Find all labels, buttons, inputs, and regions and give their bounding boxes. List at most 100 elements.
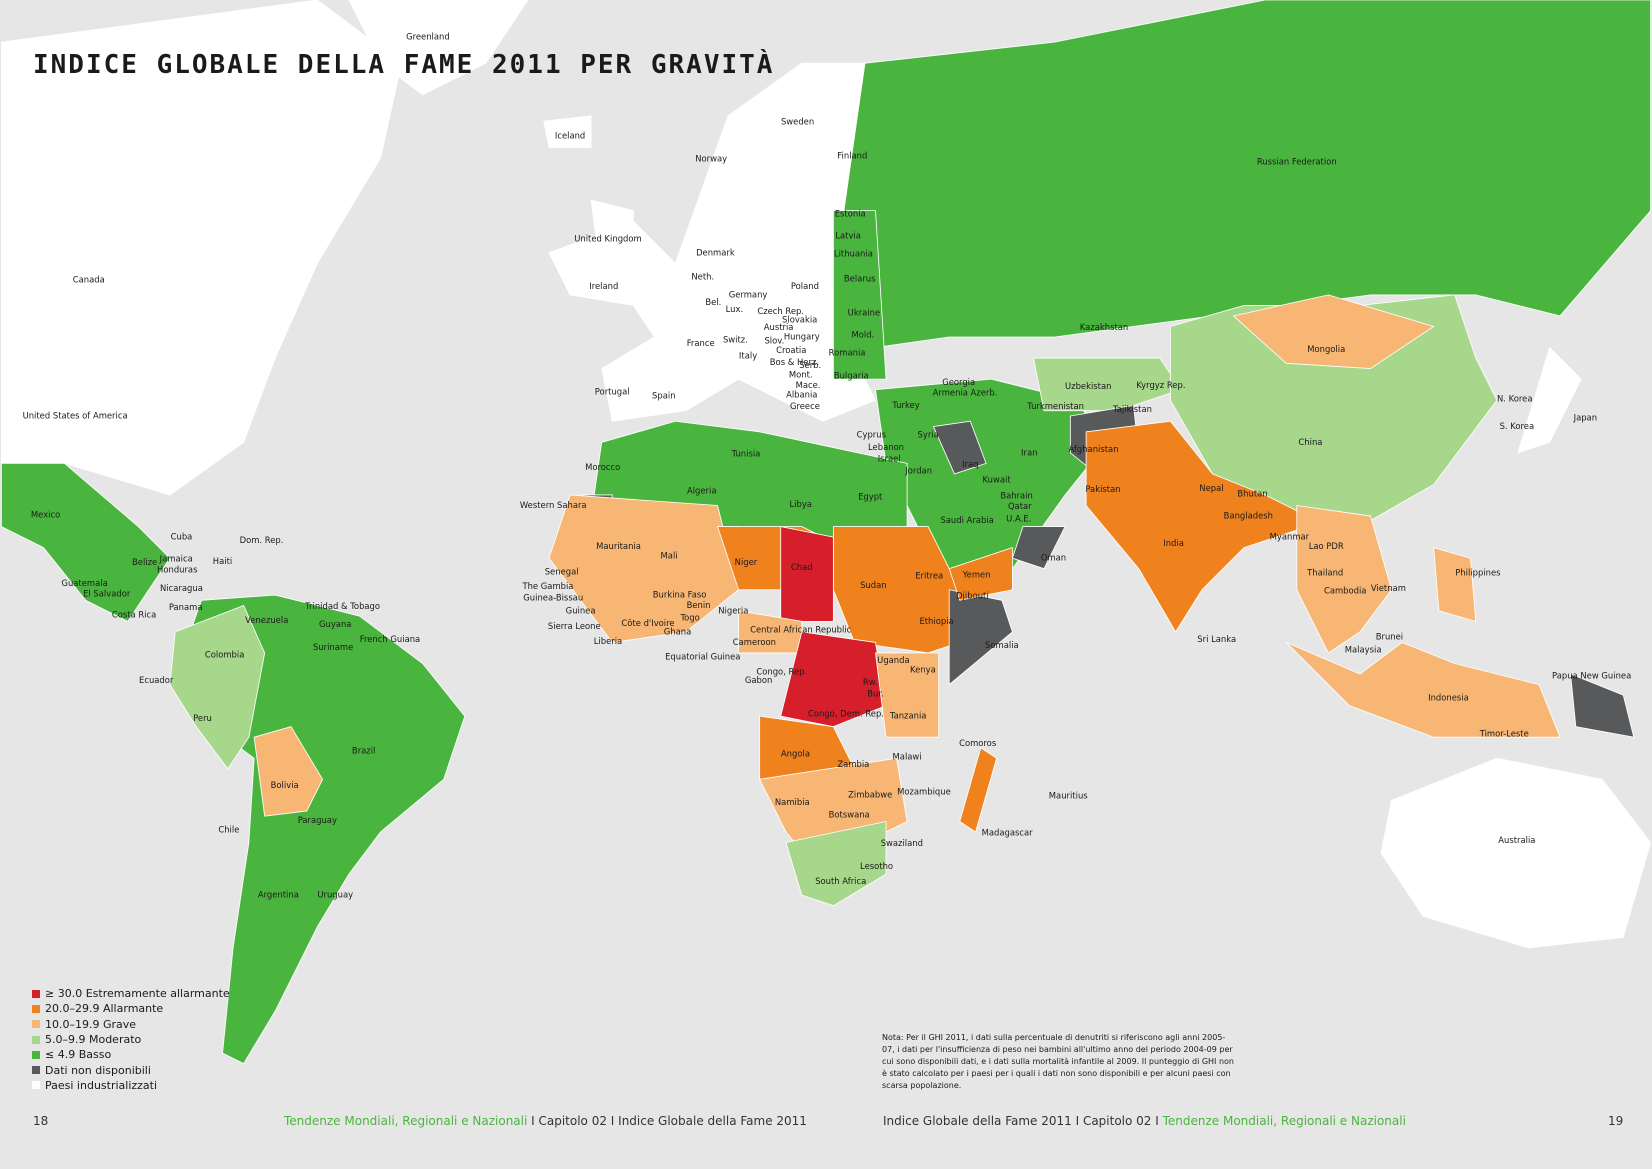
legend-item: Paesi industrializzati [32,1078,230,1093]
country-label: Belize [132,557,157,567]
country-label: Côte d'Ivoire [621,618,674,628]
country-label: N. Korea [1497,394,1532,404]
country-label: Uruguay [317,890,353,900]
region [1285,641,1561,738]
country-label: France [687,338,715,348]
country-label: Azerb. [971,387,998,397]
country-label: Comoros [959,738,996,748]
country-label: Jamaica [159,554,193,564]
country-label: Ukraine [848,307,880,317]
region [1085,420,1308,633]
country-label: Dom. Rep. [240,535,284,545]
region [948,547,1013,601]
region [348,0,529,96]
country-label: Belarus [844,274,876,284]
country-label: Zambia [837,759,869,769]
country-label: Zimbabwe [848,790,892,800]
country-label: Bangladesh [1224,511,1273,521]
country-label: Uzbekistan [1065,381,1111,391]
country-label: Botswana [829,810,870,820]
country-label: Denmark [696,247,735,257]
country-label: Senegal [545,566,579,576]
country-label: Chile [218,824,239,834]
country-label: Madagascar [982,828,1034,838]
country-label: Mongolia [1307,344,1345,354]
country-label: Bahrain [1000,491,1033,501]
country-label: Kenya [910,664,936,674]
legend-item: ≤ 4.9 Basso [32,1047,230,1062]
country-label: Burkina Faso [653,590,707,600]
country-label: Tunisia [731,448,761,458]
country-label: Turkmenistan [1026,401,1084,411]
country-label: Central African Republic [750,624,852,634]
title: INDICE GLOBALE DELLA FAME 2011 PER GRAVI… [33,50,775,80]
country-label: Mont. [789,369,813,379]
country-label: Brunei [1376,632,1403,642]
legend-label: Paesi industrializzati [45,1078,158,1092]
country-label: Suriname [313,642,353,652]
region [1380,757,1652,949]
country-label: Mace. [796,380,821,390]
footer-left: Tendenze Mondiali, Regionali e Nazionali… [284,1114,807,1128]
legend-swatch [32,1081,40,1090]
region [832,210,887,380]
legend-swatch [32,1020,40,1029]
country-label: Italy [739,350,757,360]
legend-swatch [32,1066,40,1075]
country-label: Sudan [860,580,886,590]
country-label: Djibouti [956,591,989,601]
region [1232,294,1435,370]
country-label: Slov. [764,336,784,346]
country-label: Rw. [863,677,878,687]
country-label: Cameroon [733,637,776,647]
country-label: China [1298,437,1322,447]
country-label: Lebanon [868,442,904,452]
legend-label: Dati non disponibili [45,1063,151,1077]
country-label: Equatorial Guinea [665,652,740,662]
country-label: Yemen [962,570,991,580]
country-label: United Kingdom [574,234,641,244]
country-label: Saudi Arabia [940,515,993,525]
country-label: Congo, Dem. Rep. [808,709,884,719]
country-label: Haiti [213,556,232,566]
region [932,420,987,475]
country-label: Guinea [566,605,596,615]
country-label: Malaysia [1345,644,1382,654]
country-label: Guyana [319,619,351,629]
country-label: Indonesia [1428,693,1469,703]
country-label: Mold. [851,329,874,339]
country-label: Kuwait [983,475,1012,485]
country-label: Russian Federation [1257,157,1337,167]
country-label: Portugal [595,386,630,396]
country-label: Serb. [799,360,821,370]
region [548,494,740,643]
region [1433,547,1477,622]
country-label: Nigeria [718,605,748,615]
country-label: Tajikistan [1112,404,1152,414]
country-label: Greece [790,401,820,411]
country-label: Ethiopia [919,616,953,626]
region [0,462,171,622]
country-label: Libya [789,499,811,509]
country-label: Guatemala [61,578,107,588]
country-label: Myanmar [1270,532,1310,542]
country-label: Colombia [205,650,245,660]
country-label: Mauritius [1049,791,1088,801]
country-label: Iceland [555,130,585,140]
country-label: Austria [764,322,794,332]
country-label: Western Sahara [520,500,587,510]
country-label: Syria [918,429,939,439]
country-label: Malawi [893,752,922,762]
country-label: Lithuania [834,248,873,258]
country-label: Paraguay [298,815,337,825]
country-label: Iraq [962,459,978,469]
country-label: Guinea-Bissau [523,593,583,603]
legend-item: ≥ 30.0 Estremamente allarmante [32,986,230,1001]
country-label: Somalia [985,640,1019,650]
country-label: Turkey [891,400,919,410]
country-label: Sweden [781,117,814,127]
region [253,726,324,817]
country-label: Czech Rep. [757,306,804,316]
legend-label: 5.0–9.9 Moderato [45,1033,142,1047]
country-label: Bolivia [271,780,299,790]
